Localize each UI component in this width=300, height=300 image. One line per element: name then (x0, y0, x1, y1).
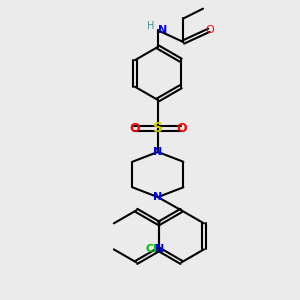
Text: H: H (147, 21, 155, 31)
Text: Cl: Cl (145, 244, 157, 254)
Text: O: O (206, 25, 214, 35)
Text: O: O (176, 122, 187, 135)
Text: N: N (153, 192, 163, 202)
Text: N: N (155, 244, 164, 254)
Text: N: N (158, 25, 167, 35)
Text: N: N (153, 147, 163, 157)
Text: O: O (129, 122, 140, 135)
Text: S: S (153, 122, 163, 135)
